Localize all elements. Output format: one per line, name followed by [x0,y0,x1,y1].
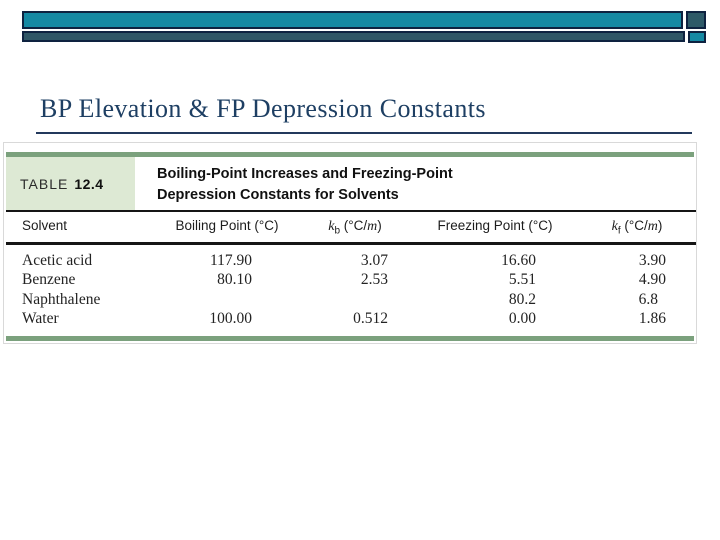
top-right-teal-square [688,31,706,43]
kf-unit-prefix: (°C/ [620,218,648,233]
cell-solvent: Naphthalene [22,290,101,308]
col-header-freezing-point: Freezing Point (°C) [437,218,553,233]
table-row: Benzene 80.10 2.53 5.51 4.90 [6,270,696,290]
col-header-boiling-point: Boiling Point (°C) [175,218,279,233]
table-label: TABLE 12.4 [6,157,135,210]
cell-kf: 1.86 [638,310,666,328]
cell-kf: 3.90 [638,251,666,269]
title-underline [36,132,692,134]
cell-freezing-point: 16.60 [501,251,536,269]
table-top-green-rule [6,152,694,157]
header-rule [6,210,696,212]
kb-unit-m: m [367,219,378,234]
table-caption: Boiling-Point Increases and Freezing-Poi… [135,157,453,210]
kb-unit-prefix: (°C/ [340,218,368,233]
cell-kb: 2.53 [360,271,388,289]
top-right-slate-square [686,11,706,29]
table-caption-line2: Depression Constants for Solvents [157,187,399,204]
cell-kb [298,290,412,310]
table-body: Acetic acid 117.90 3.07 16.60 3.90 Benze… [4,245,696,329]
top-teal-bar [22,11,683,29]
kf-subscript: f [617,225,621,237]
table-row: Naphthalene 80.2 6.8 [6,290,696,310]
cell-boiling-point [156,290,298,310]
cell-solvent: Water [22,310,59,328]
kf-unit-suffix: ) [657,218,663,233]
cell-solvent: Acetic acid [22,251,93,269]
cell-solvent: Benzene [22,271,76,289]
cell-kf: 4.90 [638,271,666,289]
col-header-kb: kb (°C/m) [298,212,412,242]
kb-symbol: k [328,219,335,234]
cell-kf: 6.8 [638,290,658,308]
column-header-rule [6,241,696,245]
slide-title: BP Elevation & FP Depression Constants [40,94,486,123]
cell-freezing-point: 80.2 [508,290,536,308]
column-headers: Solvent Boiling Point (°C) kb (°C/m) Fre… [6,212,696,242]
table-label-number: 12.4 [74,175,104,192]
col-header-solvent: Solvent [22,218,68,233]
cell-freezing-point: 5.51 [508,271,536,289]
solvents-table: TABLE 12.4 Boiling-Point Increases and F… [3,142,697,344]
cell-kb: 3.07 [360,251,388,269]
cell-boiling-point: 100.00 [209,310,252,328]
table-label-prefix: TABLE [20,175,69,192]
top-slate-bar [22,31,685,42]
kf-symbol: k [611,219,618,234]
cell-boiling-point: 80.10 [217,271,252,289]
cell-freezing-point: 0.00 [508,310,536,328]
table-row: Water 100.00 0.512 0.00 1.86 [6,309,696,329]
table-caption-line1: Boiling-Point Increases and Freezing-Poi… [157,166,453,182]
table-bottom-green-rule [6,335,694,341]
kb-subscript: b [334,225,340,237]
kf-unit-m: m [647,219,658,234]
kb-unit-suffix: ) [377,218,382,233]
cell-boiling-point: 117.90 [209,251,252,269]
col-header-kf: kf (°C/m) [578,212,696,242]
table-row: Acetic acid 117.90 3.07 16.60 3.90 [6,251,696,271]
cell-kb: 0.512 [353,310,388,328]
table-header: TABLE 12.4 Boiling-Point Increases and F… [6,157,694,210]
